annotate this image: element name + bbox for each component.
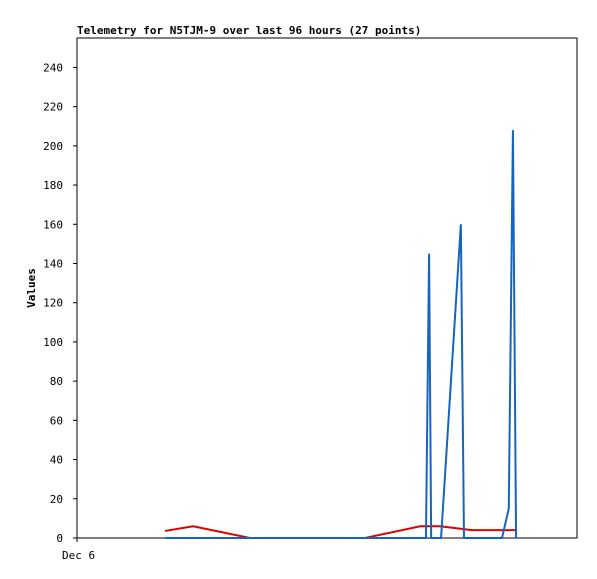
y-tick-label: 80 xyxy=(50,375,63,388)
y-tick-label: 180 xyxy=(43,179,63,192)
y-tick-label: 240 xyxy=(43,61,63,74)
y-tick-label: 220 xyxy=(43,101,63,114)
y-tick-label: 20 xyxy=(50,493,63,506)
y-tick-label: 120 xyxy=(43,297,63,310)
plot-frame xyxy=(76,37,578,539)
chart-title: Telemetry for N5TJM-9 over last 96 hours… xyxy=(77,24,421,37)
y-tick-label: 40 xyxy=(50,454,63,467)
series-line xyxy=(165,130,518,539)
y-axis-label: Values xyxy=(25,268,38,308)
y-tick-label: 140 xyxy=(43,257,63,270)
y-tick-label: 200 xyxy=(43,140,63,153)
series-line xyxy=(164,525,516,539)
y-tick-label: 100 xyxy=(43,336,63,349)
x-tick-label: Dec 6 xyxy=(62,549,95,562)
y-tick-label: 0 xyxy=(56,532,63,545)
y-tick-label: 160 xyxy=(43,218,63,231)
y-tick-label: 60 xyxy=(50,414,63,427)
